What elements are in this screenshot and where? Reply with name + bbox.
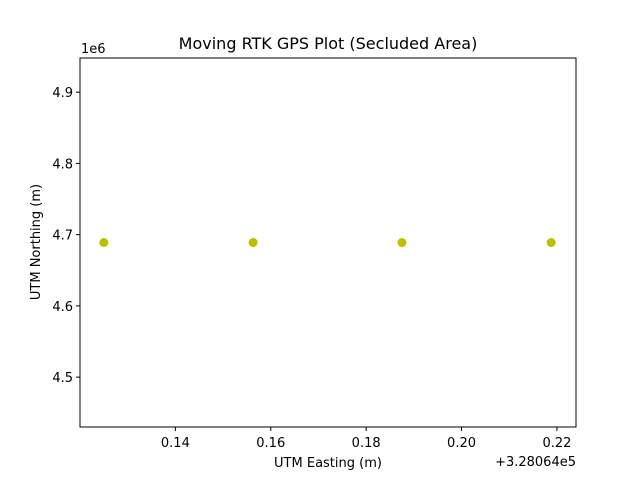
- x-tick-label: 0.18: [352, 436, 381, 451]
- y-tick-label: 4.5: [52, 371, 73, 386]
- x-axis-label: UTM Easting (m): [274, 456, 382, 471]
- y-tick-label: 4.7: [52, 229, 73, 244]
- chart-title: Moving RTK GPS Plot (Secluded Area): [179, 34, 478, 53]
- y-scale-text: 1e6: [81, 42, 106, 57]
- x-tick-label: 0.22: [542, 436, 571, 451]
- scatter-point: [99, 238, 108, 247]
- scatter-point: [547, 238, 556, 247]
- x-offset-text: +3.28064e5: [495, 455, 576, 470]
- y-tick-label: 4.8: [52, 157, 73, 172]
- y-axis-label: UTM Northing (m): [29, 184, 44, 300]
- scatter-point: [249, 238, 258, 247]
- y-tick-label: 4.6: [52, 300, 73, 315]
- y-tick-label: 4.9: [52, 86, 73, 101]
- x-tick-label: 0.20: [447, 436, 476, 451]
- x-tick-label: 0.16: [256, 436, 285, 451]
- x-tick-label: 0.14: [161, 436, 190, 451]
- scatter-point: [397, 238, 406, 247]
